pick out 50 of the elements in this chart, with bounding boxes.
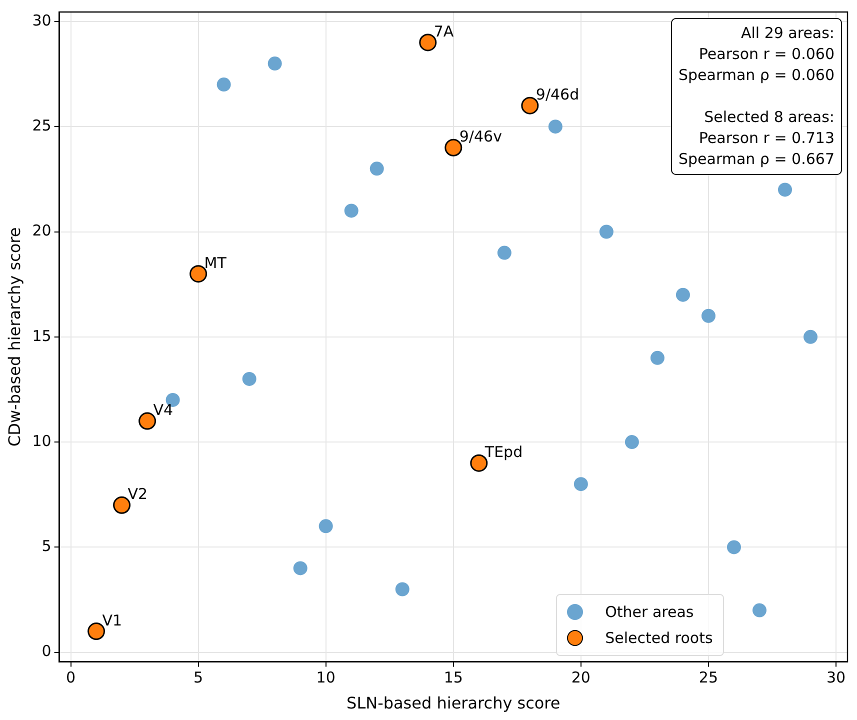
annotation: 9/46v [459, 128, 502, 146]
annotation: MT [204, 254, 228, 272]
annotation: 9/46d [536, 86, 580, 104]
y-tick-label: 15 [32, 326, 52, 345]
x-tick-label: 30 [826, 668, 846, 687]
x-axis-title: SLN-based hierarchy score [346, 694, 560, 713]
y-tick-label: 0 [42, 642, 52, 660]
x-tick-label: 0 [66, 668, 76, 687]
point [574, 477, 588, 492]
point [778, 182, 792, 197]
y-tick-label: 5 [42, 537, 52, 556]
point [344, 204, 358, 218]
y-tick-label: 25 [32, 116, 52, 134]
annotation: 7A [434, 22, 454, 40]
point [242, 372, 256, 386]
point [395, 582, 410, 596]
point [370, 162, 384, 176]
y-axis-title: CDw-based hierarchy score [4, 227, 24, 447]
point [599, 224, 614, 239]
x-tick-label: 5 [194, 668, 204, 687]
point [318, 519, 333, 534]
x-tick-label: 15 [444, 668, 463, 687]
y-tick-label: 30 [32, 11, 52, 30]
point [293, 561, 308, 576]
point [726, 540, 741, 554]
point [190, 265, 208, 283]
legend-label: Selected roots [605, 628, 713, 649]
point [419, 34, 437, 52]
y-tick-label: 20 [32, 222, 52, 240]
x-tick-label: 20 [571, 668, 590, 687]
annotation: V1 [102, 611, 122, 630]
point [650, 350, 664, 365]
point [216, 78, 231, 92]
annotation: All 29 areas: Pearson r = 0.060 Spearman ρ = 0.060 [678, 24, 834, 84]
x-tick-label: 10 [316, 668, 336, 687]
point [268, 56, 282, 71]
x-tick-label: 25 [698, 668, 718, 687]
annotation: V2 [128, 485, 148, 504]
annotation: TEpd [484, 443, 523, 462]
point [497, 246, 512, 260]
y-tick-label: 10 [32, 432, 52, 450]
point [676, 288, 690, 302]
annotation: V4 [153, 401, 174, 420]
point [804, 330, 818, 344]
point [701, 308, 716, 323]
legend-label: Other areas [605, 602, 694, 623]
point [752, 603, 766, 618]
point [548, 120, 562, 134]
point [624, 435, 639, 450]
annotation: Selected 8 areas: Pearson r = 0.713 Spearman ρ = 0.667 [678, 108, 834, 168]
